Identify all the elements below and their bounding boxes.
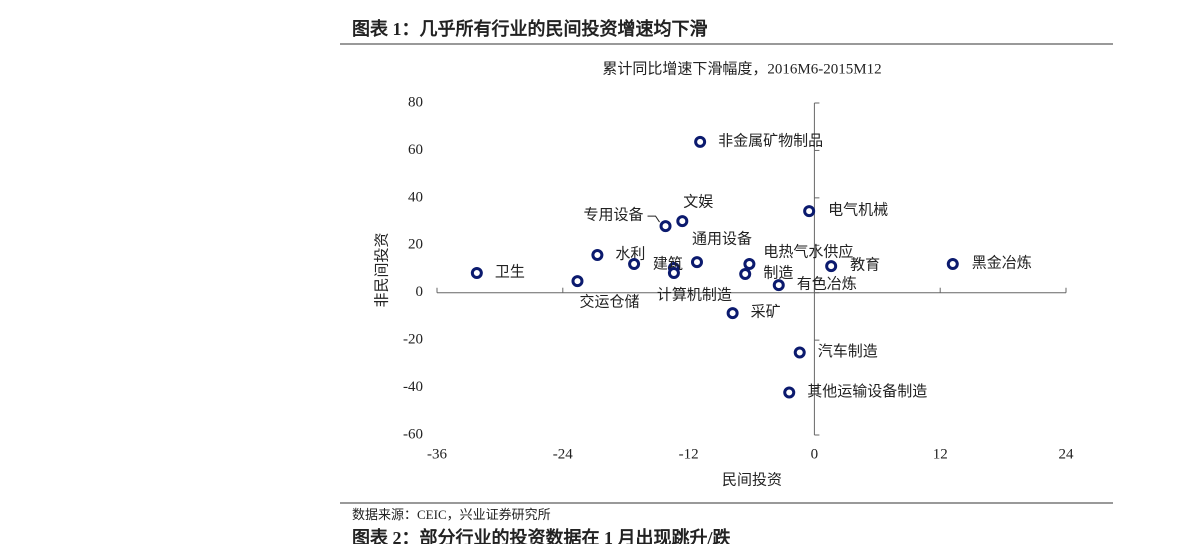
source-note: 数据来源：CEIC，兴业证券研究所 (352, 507, 551, 522)
point (676, 215, 689, 228)
point-label: 其他运输设备制造 (807, 383, 927, 400)
y-tick-label: 60 (408, 142, 423, 158)
point (793, 346, 806, 359)
x-axis-title: 民间投资 (722, 471, 782, 488)
y-axis-title: 非民间投资 (373, 232, 390, 307)
y-tick-label: -60 (403, 426, 423, 442)
point-label: 非金属矿物制品 (718, 132, 823, 149)
point (470, 267, 483, 280)
point (726, 307, 739, 320)
y-tick-label: 20 (408, 237, 423, 253)
y-tick-label: -20 (403, 332, 423, 348)
point (659, 220, 672, 233)
point (591, 249, 604, 262)
x-tick-label: -24 (553, 446, 573, 462)
point-label: 卫生 (495, 263, 525, 280)
point-label: 采矿 (751, 304, 781, 321)
x-tick-label: -12 (679, 446, 699, 462)
point-label: 黑金冶炼 (972, 254, 1032, 271)
point-label: 交运仓储 (579, 293, 639, 311)
x-tick-label: 24 (1059, 446, 1075, 462)
point-label: 专用设备 (584, 207, 644, 224)
next-figure-title: 图表 2：部分行业的投资数据在 1 月出现跳升/跌 (352, 527, 731, 544)
point-label: 通用设备 (692, 231, 752, 248)
point-label: 汽车制造 (818, 343, 878, 360)
point-label: 教育 (850, 257, 880, 274)
y-tick-label: 40 (408, 189, 423, 205)
point (803, 205, 816, 218)
point-label: 电热气水供应 (763, 242, 853, 260)
point-label: 制造 (763, 264, 793, 281)
x-tick-label: 12 (933, 446, 948, 462)
leader-line (647, 215, 660, 223)
x-tick-label: -36 (427, 446, 447, 462)
point (743, 258, 756, 271)
point-label: 文娱 (683, 194, 713, 211)
point (667, 267, 680, 280)
point-label: 水利 (615, 245, 645, 262)
chart-title: 累计同比增速下滑幅度，2016M6-2015M12 (602, 60, 881, 77)
point (946, 258, 959, 271)
point-label: 计算机制造 (657, 285, 732, 303)
point (690, 256, 703, 269)
y-tick-label: -40 (403, 379, 423, 395)
x-tick-label: 0 (811, 446, 819, 462)
point (783, 386, 796, 399)
plot: -36 -24 -12 0 12 24 -60 -40 -20 0 20 40 60 80 非金属矿物制品电… (403, 94, 1074, 462)
point (694, 135, 707, 148)
point-label: 有色冶炼 (797, 276, 857, 293)
point (571, 275, 584, 288)
point (739, 267, 752, 280)
point-label: 电气机械 (828, 202, 888, 219)
y-tick-label: 0 (416, 284, 424, 300)
point (825, 260, 838, 273)
y-tick-label: 80 (408, 94, 423, 110)
figure-title: 图表 1：几乎所有行业的民间投资增速均下滑 (352, 18, 708, 39)
point (772, 279, 785, 292)
point (628, 258, 641, 271)
